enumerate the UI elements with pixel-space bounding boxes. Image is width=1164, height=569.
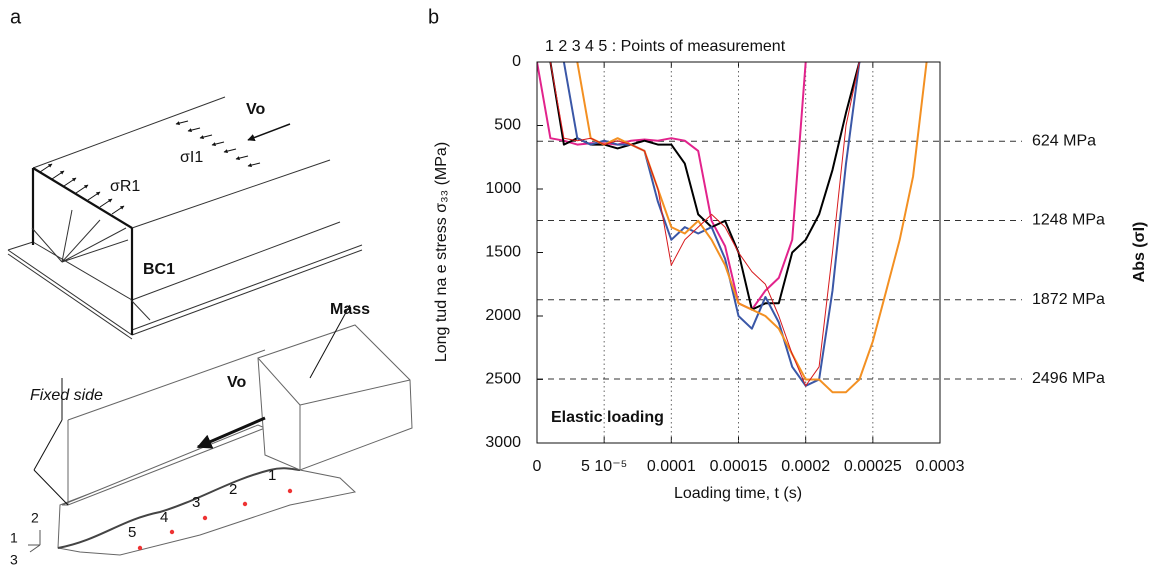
velocity-label: Vo: [246, 101, 265, 118]
reference-label: 2496 MPa: [1032, 370, 1105, 387]
axis-label: 3: [10, 552, 18, 568]
velocity-label: Vo: [227, 374, 246, 391]
mass-label: Mass: [330, 301, 370, 318]
y-tick-label: 0: [512, 53, 521, 70]
plot-frame: [536, 61, 941, 444]
x-tick-label: 0.0003: [916, 458, 965, 475]
x-tick-label: 5 10⁻⁵: [581, 458, 627, 475]
note: Elastic loading: [551, 409, 664, 426]
schematic: [7, 96, 363, 340]
render: [28, 304, 413, 556]
point-label: 4: [160, 509, 168, 526]
x-axis-label: Loading time, t (s): [674, 485, 802, 502]
y2-axis-label: Abs (σI): [1131, 222, 1148, 283]
axis-label: 2: [31, 510, 39, 526]
panel-label: b: [428, 6, 439, 28]
series-line: [562, 62, 861, 387]
reference-label: 1872 MPa: [1032, 291, 1105, 308]
axis-label: 1: [10, 530, 18, 546]
y-tick-label: 2500: [485, 371, 521, 388]
boundary-label: BC1: [143, 261, 175, 278]
y-tick-label: 2000: [485, 307, 521, 324]
panel-a: a: [7, 6, 413, 568]
x-tick-label: 0.0002: [781, 458, 830, 475]
series-line: [576, 62, 928, 394]
x-tick-label: 0.0001: [647, 458, 696, 475]
panel-b: b 1 2 3 4 5 : Points of measurement Load…: [428, 6, 1148, 502]
stress-label: σR1: [110, 178, 140, 195]
lines: [537, 62, 928, 394]
fixed-side-label: Fixed side: [30, 387, 103, 404]
point-label: 5: [128, 524, 136, 541]
point-label: 2: [229, 481, 237, 498]
series-line: [537, 62, 807, 311]
point-label: 3: [192, 494, 200, 511]
x-tick-label: 0.00025: [844, 458, 902, 475]
y-tick-label: 1000: [485, 180, 521, 197]
y-axis-label: Long tud na e stress σ₃₃ (MPa): [433, 142, 450, 362]
y-tick-label: 1500: [485, 244, 521, 261]
annotation: 1 2 3 4 5 : Points of measurement: [545, 38, 786, 55]
y-tick-label: 500: [494, 117, 521, 134]
y-tick-label: 3000: [485, 434, 521, 451]
panel-label: a: [10, 6, 22, 28]
series-line: [549, 62, 860, 387]
x-tick-label: 0.00015: [710, 458, 768, 475]
reference-label: 624 MPa: [1032, 132, 1096, 149]
point-label: 1: [268, 467, 276, 484]
stress-label: σI1: [180, 149, 203, 166]
reference-label: 1248 MPa: [1032, 212, 1105, 229]
x-tick-label: 0: [533, 458, 542, 475]
